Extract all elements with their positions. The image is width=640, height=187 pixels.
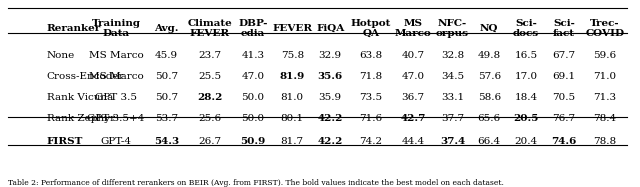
Text: 78.4: 78.4 — [593, 114, 616, 123]
Text: 47.0: 47.0 — [241, 72, 264, 81]
Text: Reranker: Reranker — [47, 24, 100, 33]
Text: 63.8: 63.8 — [360, 51, 383, 60]
Text: 45.9: 45.9 — [155, 51, 178, 60]
Text: 50.7: 50.7 — [155, 72, 178, 81]
Text: 23.7: 23.7 — [198, 51, 221, 60]
Text: Rank Zephyr: Rank Zephyr — [47, 114, 115, 123]
Text: 34.5: 34.5 — [441, 72, 464, 81]
Text: 71.6: 71.6 — [360, 114, 383, 123]
Text: Sci-
fact: Sci- fact — [553, 19, 575, 38]
Text: 28.2: 28.2 — [197, 93, 222, 102]
Text: 57.6: 57.6 — [477, 72, 501, 81]
Text: FEVER: FEVER — [272, 24, 312, 33]
Text: 32.8: 32.8 — [441, 51, 464, 60]
Text: 71.0: 71.0 — [593, 72, 616, 81]
Text: 67.7: 67.7 — [552, 51, 575, 60]
Text: 78.8: 78.8 — [593, 137, 616, 146]
Text: Climate
FEVER: Climate FEVER — [188, 19, 232, 38]
Text: 41.3: 41.3 — [241, 51, 264, 60]
Text: 35.6: 35.6 — [317, 72, 343, 81]
Text: 65.6: 65.6 — [477, 114, 501, 123]
Text: MS Marco: MS Marco — [89, 51, 143, 60]
Text: 69.1: 69.1 — [552, 72, 575, 81]
Text: Table 2: Performance of different rerankers on BEIR (Avg. from FIRST). The bold : Table 2: Performance of different rerank… — [8, 179, 504, 187]
Text: 50.7: 50.7 — [155, 93, 178, 102]
Text: GPT-4: GPT-4 — [100, 137, 132, 146]
Text: 71.3: 71.3 — [593, 93, 616, 102]
Text: 49.8: 49.8 — [477, 51, 501, 60]
Text: 81.9: 81.9 — [280, 72, 305, 81]
Text: Trec-
COVID: Trec- COVID — [586, 19, 625, 38]
Text: 18.4: 18.4 — [515, 93, 538, 102]
Text: 66.4: 66.4 — [477, 137, 501, 146]
Text: 20.5: 20.5 — [513, 114, 539, 123]
Text: 71.8: 71.8 — [360, 72, 383, 81]
Text: FIRST: FIRST — [47, 137, 83, 146]
Text: MS Marco: MS Marco — [89, 72, 143, 81]
Text: 58.6: 58.6 — [477, 93, 501, 102]
Text: Rank Vicuna: Rank Vicuna — [47, 93, 113, 102]
Text: 35.9: 35.9 — [319, 93, 342, 102]
Text: 54.3: 54.3 — [154, 137, 179, 146]
Text: NFC-
orpus: NFC- orpus — [436, 19, 469, 38]
Text: GPT 3.5: GPT 3.5 — [95, 93, 137, 102]
Text: 37.7: 37.7 — [441, 114, 464, 123]
Text: None: None — [47, 51, 75, 60]
Text: 25.5: 25.5 — [198, 72, 221, 81]
Text: 16.5: 16.5 — [515, 51, 538, 60]
Text: 59.6: 59.6 — [593, 51, 616, 60]
Text: Hotpot
QA: Hotpot QA — [351, 19, 391, 38]
Text: 75.8: 75.8 — [281, 51, 304, 60]
Text: DBP-
edia: DBP- edia — [238, 19, 268, 38]
Text: 53.7: 53.7 — [155, 114, 178, 123]
Text: 81.7: 81.7 — [281, 137, 304, 146]
Text: Training
Data: Training Data — [92, 19, 141, 38]
Text: 36.7: 36.7 — [402, 93, 425, 102]
Text: 70.5: 70.5 — [552, 93, 575, 102]
Text: 81.0: 81.0 — [281, 93, 304, 102]
Text: 26.7: 26.7 — [198, 137, 221, 146]
Text: 80.1: 80.1 — [281, 114, 304, 123]
Text: 76.7: 76.7 — [552, 114, 575, 123]
Text: 73.5: 73.5 — [360, 93, 383, 102]
Text: 44.4: 44.4 — [402, 137, 425, 146]
Text: 74.6: 74.6 — [552, 137, 577, 146]
Text: 47.0: 47.0 — [402, 72, 425, 81]
Text: 25.6: 25.6 — [198, 114, 221, 123]
Text: 33.1: 33.1 — [441, 93, 464, 102]
Text: 74.2: 74.2 — [360, 137, 383, 146]
Text: FiQA: FiQA — [316, 24, 344, 33]
Text: 37.4: 37.4 — [440, 137, 465, 146]
Text: 42.2: 42.2 — [317, 114, 343, 123]
Text: Cross-Encoder: Cross-Encoder — [47, 72, 124, 81]
Text: MS
Marco: MS Marco — [395, 19, 431, 38]
Text: NQ: NQ — [480, 24, 499, 33]
Text: 42.2: 42.2 — [317, 137, 343, 146]
Text: 50.9: 50.9 — [241, 137, 266, 146]
Text: 20.4: 20.4 — [515, 137, 538, 146]
Text: 32.9: 32.9 — [319, 51, 342, 60]
Text: 50.0: 50.0 — [241, 114, 264, 123]
Text: 40.7: 40.7 — [402, 51, 425, 60]
Text: GPT 3.5+4: GPT 3.5+4 — [87, 114, 145, 123]
Text: Sci-
docs: Sci- docs — [513, 19, 539, 38]
Text: 50.0: 50.0 — [241, 93, 264, 102]
Text: 17.0: 17.0 — [515, 72, 538, 81]
Text: Avg.: Avg. — [154, 24, 179, 33]
Text: 42.7: 42.7 — [401, 114, 426, 123]
